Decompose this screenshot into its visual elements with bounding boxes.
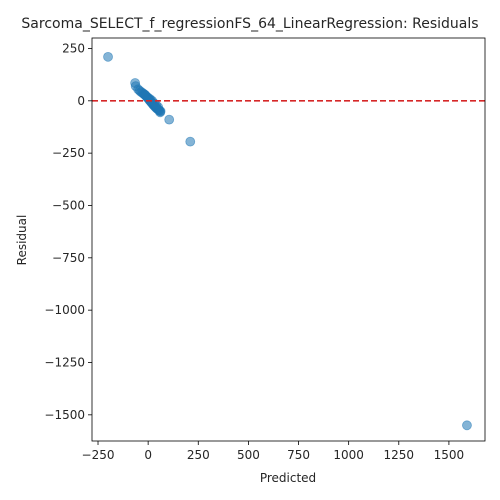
x-tick-label: 250 <box>187 448 210 462</box>
y-tick-label: −1500 <box>44 408 85 422</box>
x-axis: −250 0 250 500 750 1000 1250 1500 <box>82 441 465 462</box>
x-axis-label: Predicted <box>260 471 316 485</box>
x-tick-label: 1000 <box>333 448 364 462</box>
plot-frame <box>91 37 486 442</box>
y-tick-label: −1250 <box>44 355 85 369</box>
data-layer <box>103 51 472 431</box>
data-point <box>462 420 472 431</box>
y-tick-label: 0 <box>77 94 85 108</box>
x-tick-label: 1250 <box>384 448 415 462</box>
y-tick-label: −750 <box>52 251 85 265</box>
x-tick-label: 0 <box>144 448 152 462</box>
data-point <box>164 114 175 125</box>
y-axis: 250 0 −250 −500 −750 −1000 −1250 −1500 <box>44 41 92 422</box>
x-tick-label: 500 <box>237 448 260 462</box>
y-tick-label: −500 <box>52 198 85 212</box>
y-axis-label: Residual <box>15 215 29 266</box>
x-tick-label: 750 <box>287 448 310 462</box>
y-tick-label: −250 <box>52 146 85 160</box>
data-point <box>103 51 113 62</box>
data-point <box>185 136 196 147</box>
x-tick-label: −250 <box>82 448 115 462</box>
chart-title: Sarcoma_SELECT_f_regressionFS_64_LinearR… <box>21 16 478 32</box>
data-point <box>155 107 166 118</box>
x-tick-label: 1500 <box>434 448 465 462</box>
y-tick-label: −1000 <box>44 303 85 317</box>
y-tick-label: 250 <box>62 41 85 55</box>
data-point <box>140 90 151 100</box>
